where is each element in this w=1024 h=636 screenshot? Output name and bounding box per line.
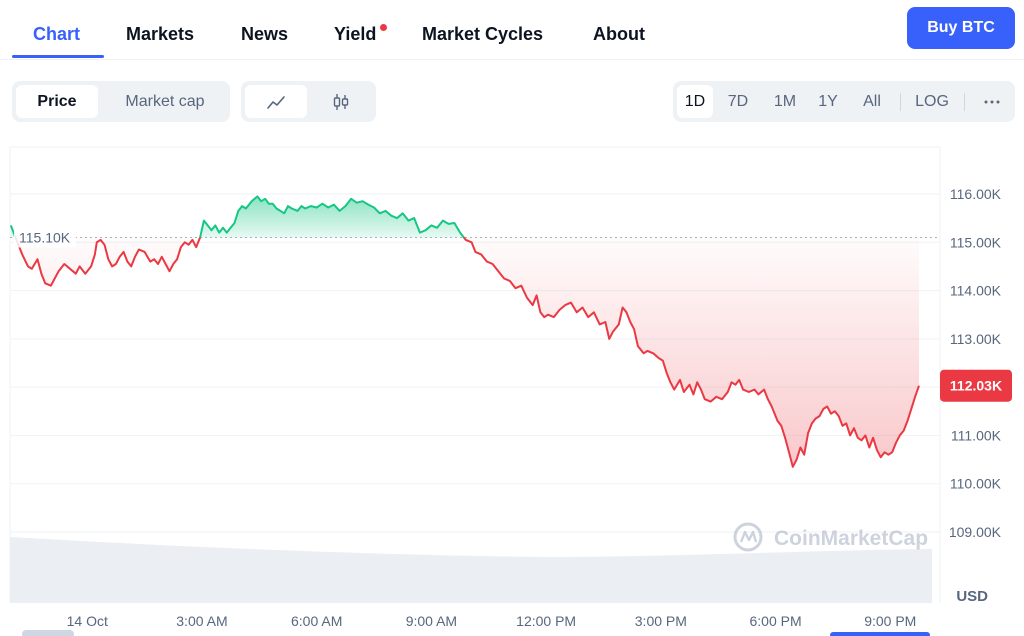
divider	[900, 93, 901, 111]
tab-about[interactable]: About	[593, 24, 645, 44]
reference-label: 115.10K	[19, 229, 71, 245]
metric-toggle: Price Market cap	[12, 81, 230, 122]
range-1m[interactable]: 1M	[773, 92, 797, 110]
range-1d[interactable]: 1D	[677, 85, 713, 118]
market-cap-tab[interactable]: Market cap	[125, 92, 205, 110]
tab-market-cycles[interactable]: Market Cycles	[422, 24, 544, 44]
tab-chart[interactable]: Chart	[33, 24, 81, 44]
divider	[964, 93, 965, 111]
current-price-label: 112.03K	[950, 378, 1002, 394]
range-handle-right[interactable]	[830, 632, 930, 636]
y-tick-label: 115.00K	[950, 234, 1002, 250]
more-options-button[interactable]	[975, 85, 1009, 118]
time-range-toggle: 1D 7D 1M 1Y All LOG	[673, 81, 1015, 122]
watermark-text: CoinMarketCap	[774, 527, 928, 550]
y-tick-label: 113.00K	[950, 331, 1002, 347]
range-all[interactable]: All	[863, 92, 881, 110]
range-1y[interactable]: 1Y	[818, 92, 838, 110]
tab-yield[interactable]: Yield	[334, 24, 377, 44]
range-handle-left[interactable]	[22, 630, 74, 636]
y-axis: 116.00K115.00K114.00K113.00K112.00K111.0…	[949, 186, 1002, 540]
x-tick-label: 3:00 PM	[635, 613, 687, 629]
x-axis: 14 Oct 3:00 AM 6:00 AM 9:00 AM 12:00 PM 3:00 …	[67, 613, 917, 629]
y-tick-label: 114.00K	[950, 283, 1002, 299]
active-tab-indicator	[12, 55, 104, 58]
x-tick-label: 9:00 PM	[864, 613, 916, 629]
chart-type-toggle	[241, 81, 376, 122]
line-chart-icon	[267, 95, 285, 109]
candlestick-button[interactable]	[311, 85, 371, 118]
x-tick-label: 3:00 AM	[176, 613, 227, 629]
currency-label: USD	[956, 588, 988, 605]
x-tick-label: 12:00 PM	[516, 613, 576, 629]
line-chart-button[interactable]	[245, 85, 307, 118]
price-area-down	[10, 237, 919, 467]
range-7d[interactable]: 7D	[727, 92, 749, 110]
chart-nav-bar: Chart Markets News Yield Market Cycles A…	[0, 0, 1024, 60]
y-tick-label: 110.00K	[950, 476, 1002, 492]
current-price-badge	[940, 369, 1012, 402]
volume-area	[10, 537, 932, 603]
price-tab[interactable]: Price	[16, 85, 98, 118]
x-tick-label: 9:00 AM	[406, 613, 457, 629]
coinmarketcap-logo-icon	[733, 522, 763, 552]
buy-btc-button[interactable]: Buy BTC	[907, 7, 1015, 49]
tab-markets[interactable]: Markets	[126, 24, 195, 44]
more-icon	[984, 100, 1000, 103]
x-tick-label: 6:00 PM	[749, 613, 801, 629]
y-tick-label: 109.00K	[949, 524, 1002, 540]
log-scale-button[interactable]: LOG	[915, 92, 949, 110]
coinmarketcap-watermark: CoinMarketCap	[733, 522, 928, 552]
x-tick-label: 14 Oct	[67, 613, 108, 629]
notification-dot	[380, 24, 387, 31]
candlestick-icon	[333, 93, 349, 110]
y-tick-label: 111.00K	[951, 427, 1002, 443]
reference-label-bg	[14, 227, 76, 248]
price-line-down	[14, 237, 920, 468]
tab-news[interactable]: News	[241, 24, 289, 44]
y-tick-label: 116.00K	[950, 186, 1002, 202]
x-tick-label: 6:00 AM	[291, 613, 342, 629]
